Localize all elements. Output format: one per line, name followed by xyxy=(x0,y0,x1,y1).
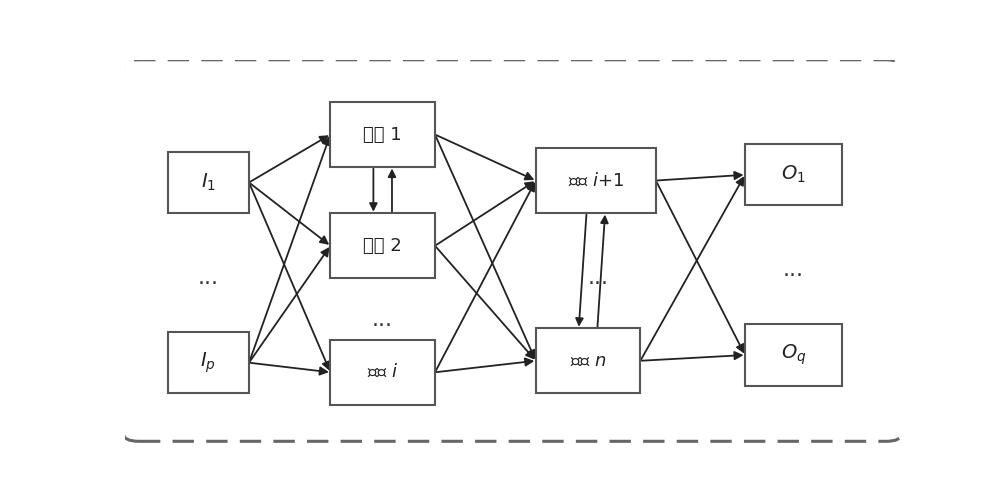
Text: $O_1$: $O_1$ xyxy=(781,164,806,185)
FancyBboxPatch shape xyxy=(536,328,640,393)
Text: $I_1$: $I_1$ xyxy=(201,172,216,193)
FancyArrowPatch shape xyxy=(642,352,742,361)
FancyArrowPatch shape xyxy=(250,363,327,374)
Text: ···: ··· xyxy=(372,316,393,336)
Text: 房室 1: 房室 1 xyxy=(363,125,402,143)
FancyArrowPatch shape xyxy=(389,170,395,212)
FancyArrowPatch shape xyxy=(250,136,327,182)
FancyArrowPatch shape xyxy=(250,184,330,369)
FancyArrowPatch shape xyxy=(576,215,586,325)
FancyArrowPatch shape xyxy=(436,136,535,358)
FancyArrowPatch shape xyxy=(657,172,742,180)
FancyArrowPatch shape xyxy=(250,183,328,244)
FancyBboxPatch shape xyxy=(168,152,249,213)
Text: ···: ··· xyxy=(783,266,804,286)
Text: $I_p$: $I_p$ xyxy=(200,351,216,375)
FancyArrowPatch shape xyxy=(657,182,743,352)
FancyArrowPatch shape xyxy=(641,178,743,360)
Text: 房室 $i$+1: 房室 $i$+1 xyxy=(568,171,624,190)
FancyArrowPatch shape xyxy=(370,168,377,210)
Text: 房室 2: 房室 2 xyxy=(363,237,402,255)
Text: 房室 $n$: 房室 $n$ xyxy=(570,352,606,370)
FancyBboxPatch shape xyxy=(745,144,842,206)
FancyArrowPatch shape xyxy=(597,217,608,327)
FancyArrowPatch shape xyxy=(250,249,328,362)
Text: 房室 $i$: 房室 $i$ xyxy=(367,363,398,381)
FancyBboxPatch shape xyxy=(745,324,842,385)
FancyBboxPatch shape xyxy=(330,340,435,405)
Text: ···: ··· xyxy=(587,274,608,294)
Text: $O_q$: $O_q$ xyxy=(781,343,806,367)
FancyBboxPatch shape xyxy=(168,332,249,393)
FancyArrowPatch shape xyxy=(436,135,533,179)
FancyArrowPatch shape xyxy=(436,359,532,372)
FancyBboxPatch shape xyxy=(330,102,435,167)
FancyArrowPatch shape xyxy=(436,247,534,358)
Text: ···: ··· xyxy=(197,274,218,294)
FancyBboxPatch shape xyxy=(330,213,435,278)
FancyArrowPatch shape xyxy=(249,138,330,362)
FancyBboxPatch shape xyxy=(536,148,656,213)
FancyArrowPatch shape xyxy=(436,182,533,245)
FancyArrowPatch shape xyxy=(436,184,534,371)
